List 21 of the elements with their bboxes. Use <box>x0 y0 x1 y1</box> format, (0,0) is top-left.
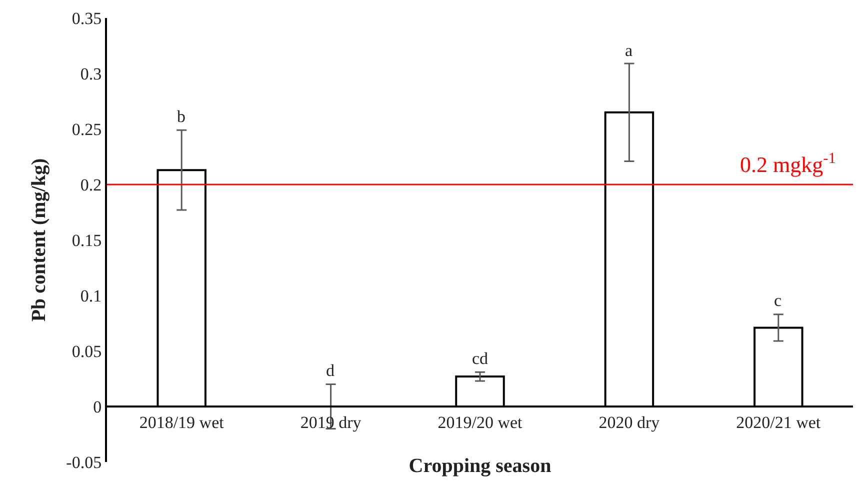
annotation: c <box>774 291 782 310</box>
annotation: b <box>177 107 186 126</box>
y-tick-label: -0.05 <box>66 452 102 472</box>
y-tick-label: 0.15 <box>72 230 102 250</box>
annotation: d <box>326 361 335 380</box>
annotation: cd <box>472 349 489 368</box>
y-tick-label: 0.1 <box>80 286 102 306</box>
y-tick-label: 0.05 <box>72 342 102 361</box>
x-tick-label: 2019/20 wet <box>438 412 523 432</box>
y-tick-label: 0.2 <box>80 175 102 194</box>
ref-line-label: 0.2 mgkg$^{-1}$ <box>740 150 836 178</box>
y-tick-label: 0.35 <box>72 8 102 28</box>
y-axis-title: Pb content (mg/kg) <box>28 158 50 322</box>
x-tick-label: 2020/21 wet <box>736 412 821 432</box>
x-tick-label: 2018/19 wet <box>139 412 224 432</box>
y-tick-label: 0.25 <box>72 120 102 139</box>
y-tick-label: 0.3 <box>80 64 102 84</box>
x-axis-title: Cropping season <box>408 454 552 477</box>
annotation: a <box>625 41 633 60</box>
y-tick-label: 0 <box>93 397 102 416</box>
x-tick-label: 2020 dry <box>598 412 660 432</box>
